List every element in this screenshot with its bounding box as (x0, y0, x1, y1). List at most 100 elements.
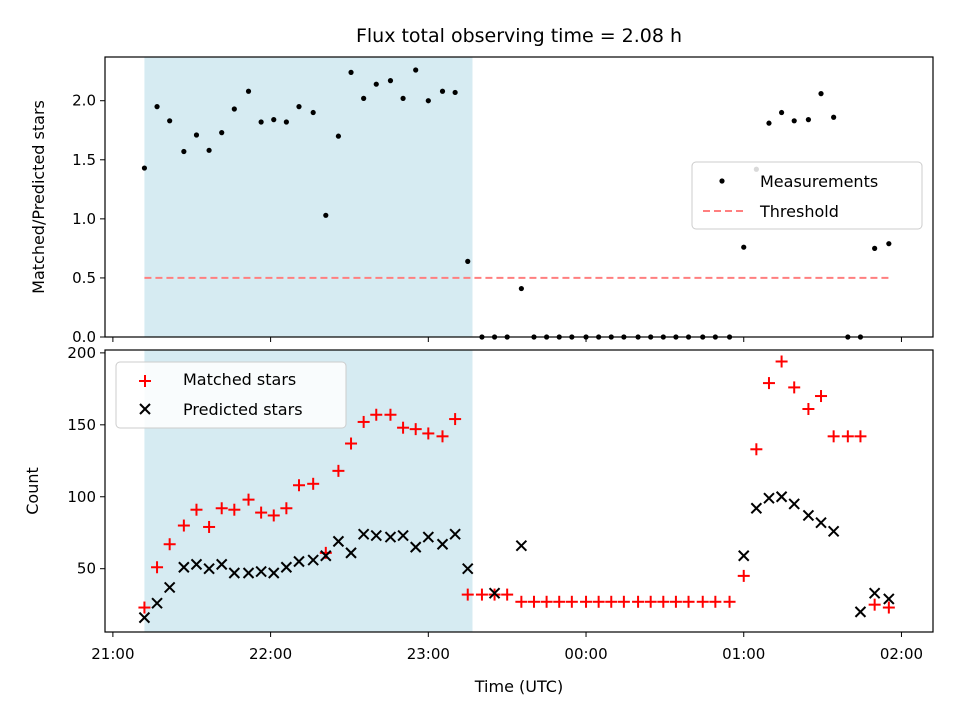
measurement-point (387, 78, 394, 84)
predicted-star-point (216, 558, 228, 571)
x-tick-label-0: 21:00 (91, 645, 134, 663)
predicted-star-point (738, 550, 750, 562)
matched-star-point (553, 595, 566, 608)
matched-star-point (617, 595, 630, 608)
predicted-star-point (883, 593, 895, 605)
measurement-point (361, 95, 367, 101)
measurement-point (452, 89, 458, 96)
measurement-point (465, 258, 471, 264)
top-ytick-label-4: 2.0 (72, 92, 96, 110)
predicted-star-point (854, 606, 867, 618)
measurement-point (193, 132, 200, 138)
measurement-point (413, 67, 419, 73)
predicted-star-point (384, 531, 397, 543)
matched-star-point (737, 569, 750, 582)
matched-star-point (215, 502, 228, 515)
predicted-star-point (750, 502, 763, 514)
top-y-ticks: 0.0 0.5 1.0 1.5 2.0 (72, 92, 105, 346)
top-ytick-label-0: 0.0 (72, 328, 96, 346)
bottom-x-ticks: 21:00 22:00 23:00 00:00 01:00 02:00 (91, 632, 923, 663)
matched-star-point (709, 595, 722, 608)
measurement-point (296, 104, 302, 110)
predicted-star-point (449, 528, 461, 540)
matched-star-point (815, 390, 828, 403)
measurement-point (425, 98, 431, 104)
predicted-star-point (255, 565, 267, 578)
matched-star-point (384, 408, 397, 421)
matched-star-point (177, 519, 190, 532)
top-ytick-label-2: 1.0 (72, 210, 96, 228)
measurement-point (778, 109, 785, 116)
predicted-star-point (203, 562, 215, 575)
measurement-point (831, 114, 837, 120)
matched-star-point (696, 595, 709, 608)
measurement-point (323, 212, 329, 218)
measurement-point (518, 285, 524, 292)
measurement-point (400, 95, 406, 101)
predicted-star-point (268, 567, 280, 579)
predicted-star-point (163, 581, 176, 594)
top-legend-box (691, 161, 923, 230)
matched-star-point (370, 408, 383, 421)
matched-star-point (632, 595, 645, 608)
matched-star-point (228, 503, 241, 516)
predicted-star-point (307, 554, 319, 566)
matched-star-point (868, 598, 881, 611)
predicted-star-point (462, 562, 474, 575)
matched-star-point (409, 423, 422, 436)
legend-matched-marker (139, 375, 151, 387)
measurement-point (283, 119, 289, 125)
matched-star-point (138, 601, 151, 614)
predicted-star-point (763, 492, 775, 504)
matched-star-point (540, 595, 553, 608)
matched-star-point (267, 509, 280, 522)
bottom-panel: 50 100 150 200 21:00 22:00 23:00 00:00 01:00 02:… (23, 344, 934, 696)
matched-star-point (190, 503, 203, 516)
measurement-point (741, 244, 747, 250)
matched-star-point (592, 595, 605, 608)
predicted-star-point (868, 587, 881, 599)
measurement-point (206, 147, 212, 153)
bottom-legend: Matched stars Predicted stars (115, 361, 347, 429)
bottom-ytick-label-3: 200 (67, 344, 96, 362)
predicted-star-point (320, 550, 332, 562)
predicted-star-point (151, 597, 163, 609)
matched-star-point (255, 506, 268, 519)
measurement-point (439, 88, 446, 94)
measurement-point (791, 118, 797, 124)
measurement-point (886, 241, 892, 247)
matched-star-point (242, 493, 255, 506)
measurement-point (245, 88, 252, 94)
matched-star-point (723, 595, 736, 608)
matched-star-point (307, 477, 320, 490)
measurement-point (805, 117, 812, 123)
matched-star-point (788, 381, 801, 394)
predicted-star-point (788, 498, 800, 510)
matched-star-point (827, 430, 840, 443)
matched-star-point (775, 355, 788, 368)
matched-star-point (762, 377, 775, 390)
predicted-star-point (397, 529, 409, 542)
legend-threshold-label: Threshold (759, 202, 839, 221)
matched-star-point (580, 595, 593, 608)
matched-star-point (882, 601, 895, 614)
x-tick-label-4: 01:00 (722, 645, 765, 663)
measurement-point (231, 106, 237, 112)
bottom-axes-frame (104, 349, 934, 633)
measurement-point (141, 165, 148, 171)
matched-star-point (475, 588, 488, 601)
measurement-point (154, 104, 160, 110)
top-shaded-span (144, 57, 473, 337)
measurement-point (219, 130, 225, 136)
matched-star-point (151, 561, 164, 574)
matched-star-point (422, 427, 435, 440)
predicted-star-point (357, 528, 370, 540)
predicted-star-point (827, 525, 840, 537)
legend-matched-label: Matched stars (183, 370, 296, 389)
matched-star-point (345, 437, 358, 450)
measurement-point (310, 109, 316, 116)
predicted-star-point (775, 491, 788, 503)
legend-measurements-label: Measurements (760, 172, 878, 191)
bottom-ytick-label-0: 50 (77, 560, 96, 578)
legend-measurements-marker (719, 178, 725, 184)
